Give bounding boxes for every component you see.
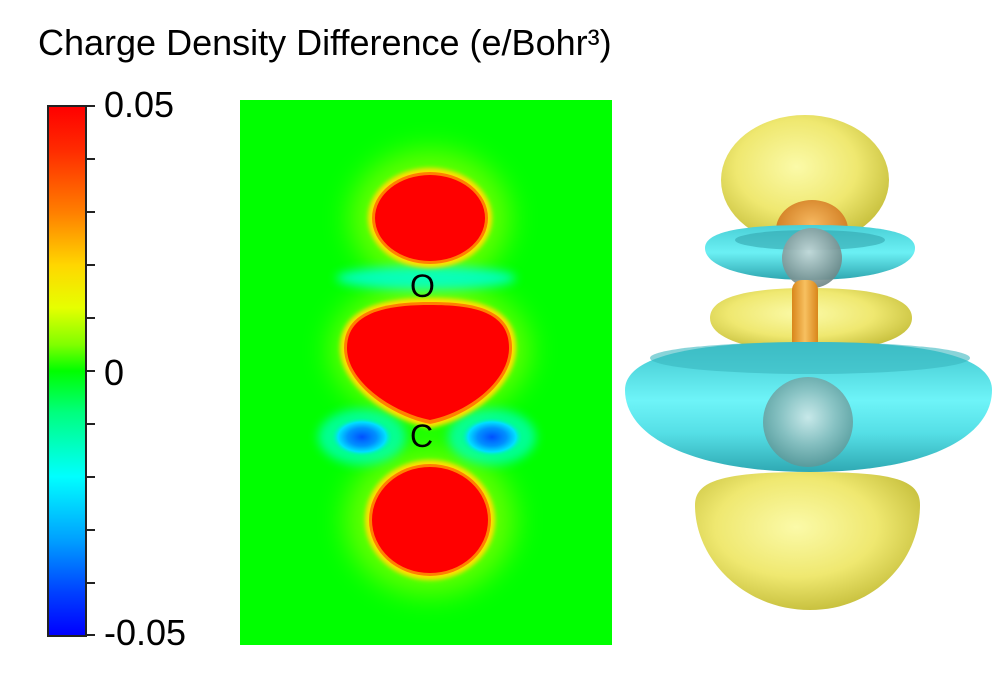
- isosurface-svg: [625, 115, 992, 610]
- colorbar-tick: [87, 158, 95, 160]
- colorbar-tick: [87, 264, 95, 266]
- atom-label-carbon: C: [410, 418, 434, 454]
- negative-band-oxygen: [336, 266, 516, 290]
- isosurface-positive-bottom: [695, 472, 920, 610]
- colorbar: [47, 105, 87, 637]
- isosurface-positive-top: [721, 115, 889, 245]
- chart-title: Charge Density Difference (e/Bohr³): [38, 22, 612, 63]
- colorbar-tick: [87, 105, 95, 107]
- colorbar-tick: [87, 423, 95, 425]
- colorbar-tick: [87, 211, 95, 213]
- atom-label-oxygen: O: [410, 268, 435, 304]
- colorbar-tick: [87, 582, 95, 584]
- positive-lobe-bottom: [365, 460, 495, 580]
- colorbar-mid-label: 0: [104, 352, 125, 393]
- colorbar-tick: [87, 317, 95, 319]
- colorbar-tick: [87, 529, 95, 531]
- colorbar-max-label: 0.05: [104, 84, 175, 125]
- colorbar-tick: [87, 476, 95, 478]
- ring-bottom-top-shade: [650, 342, 970, 374]
- negative-lobe-left: [330, 417, 394, 457]
- positive-lobe-top: [368, 168, 492, 268]
- negative-lobe-right: [460, 417, 524, 457]
- carbon-atom-sphere: [763, 377, 853, 467]
- colorbar-tick: [87, 370, 95, 372]
- colorbar-tick: [87, 634, 95, 636]
- oxygen-atom-core: [782, 228, 842, 288]
- isosurface-render: [620, 100, 1000, 620]
- colorbar-min-label: -0.05: [104, 612, 187, 653]
- positive-lobe-middle: [340, 298, 516, 428]
- charge-density-slice: [240, 100, 612, 645]
- slice-plot: [240, 100, 612, 645]
